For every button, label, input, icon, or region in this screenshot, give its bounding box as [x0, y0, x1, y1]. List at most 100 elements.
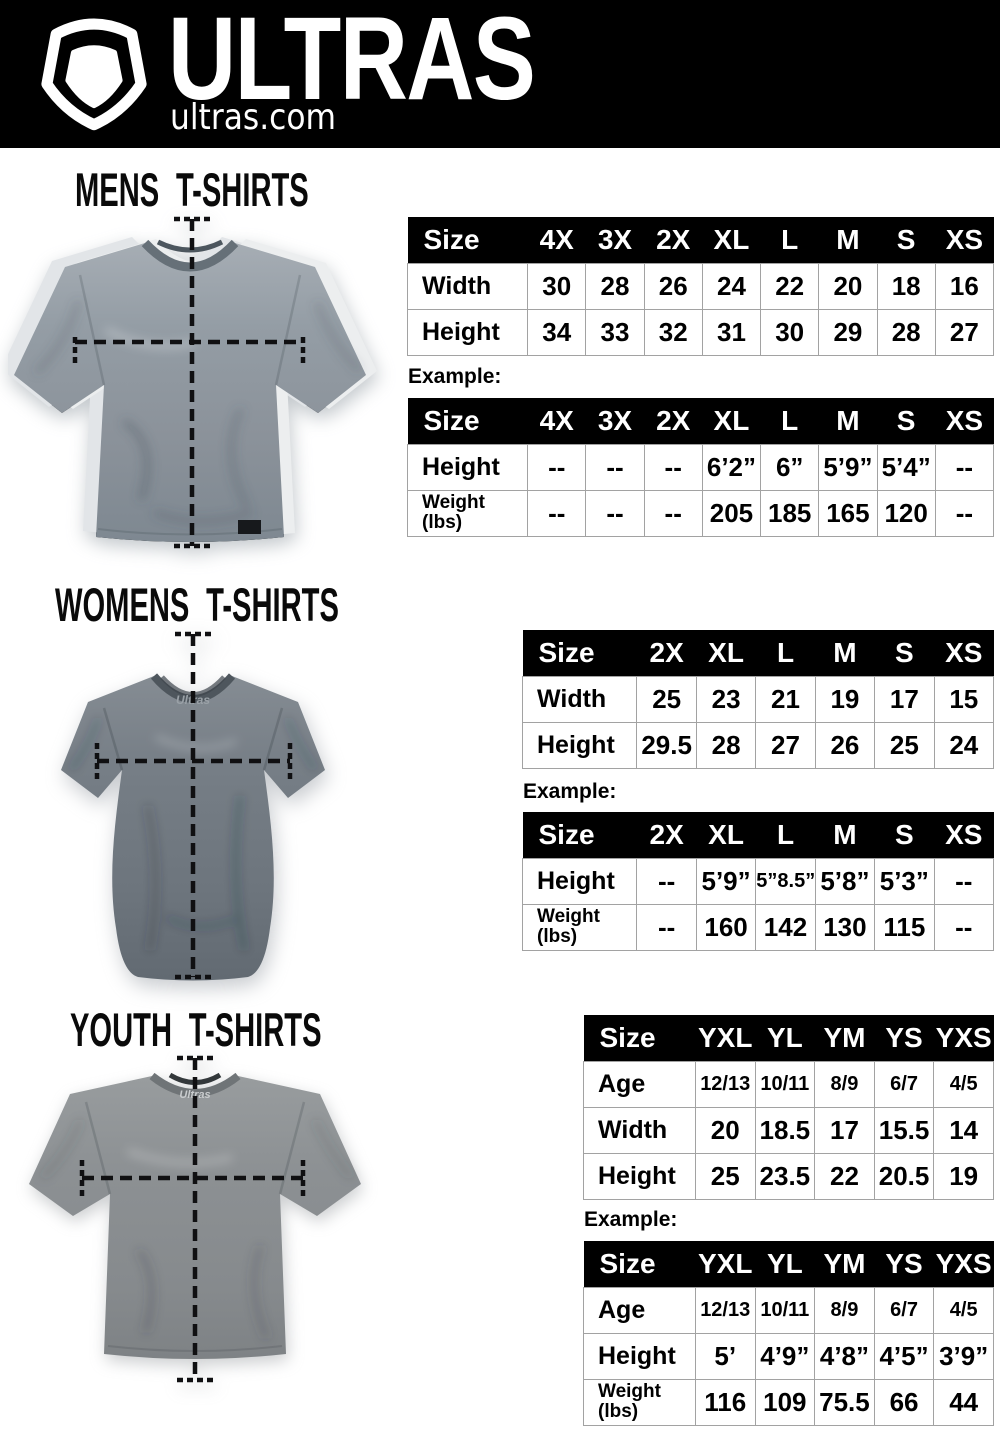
size-value-header: XL	[696, 812, 756, 858]
cell: 4’9”	[754, 1332, 816, 1380]
table-row: Height 25 23.5 22 20.5 19	[583, 1152, 994, 1200]
cell: --	[933, 857, 995, 905]
brand-domain: ultras.com	[170, 97, 337, 138]
youth-section-title: YOUTH T-SHIRTS	[70, 1003, 322, 1056]
sleeve-seam	[274, 274, 302, 386]
cell: 5’	[694, 1332, 756, 1380]
cell: 5”8.5”	[755, 857, 816, 905]
size-value-header: S	[877, 217, 936, 263]
youth-example-table-wrap: Size YXL YL YM YS YXS Age 12/13 10/11 8/9 6/7 4/5 He…	[583, 1241, 994, 1426]
cell: 28	[876, 308, 936, 356]
cell: 4/5	[933, 1286, 994, 1334]
cell: --	[636, 903, 697, 951]
table-row: Weight (lbs) -- -- -- 205 185 165 120 --	[406, 489, 995, 537]
fabric-wrinkles	[69, 717, 317, 951]
cell: 5’8”	[814, 857, 876, 905]
womens-example-table: Size 2X XL L M S XS Height -- 5’9” 5”8.5” 5’8” 5’3” -…	[521, 812, 995, 951]
size-column-header: Size	[583, 1015, 696, 1061]
size-column-header: Size	[407, 217, 528, 263]
womens-section-title: WOMENS T-SHIRTS	[55, 578, 339, 631]
cell: 28	[695, 721, 757, 769]
cell: 6’2”	[701, 443, 762, 491]
size-value-header: L	[760, 217, 819, 263]
cell: 142	[755, 903, 816, 951]
row-label: Weight (lbs)	[406, 489, 529, 537]
cell: --	[643, 489, 703, 537]
mens-size-table-wrap: Size 4X 3X 2X XL L M S XS Width 30 28 26 24 22 20 18 16 He…	[406, 217, 995, 356]
womens-size-table: Size 2X XL L M S XS Width 25 23 21 19 17 15 Height 29.5…	[521, 630, 995, 769]
size-value-header: L	[755, 812, 816, 858]
table-row: Weight (lbs) 116 109 75.5 66 44	[583, 1378, 994, 1426]
cell: 8/9	[814, 1060, 875, 1108]
size-value-header: XL	[696, 630, 756, 676]
youth-size-table: Size YXL YL YM YS YXS Age 12/13 10/11 8/9 6/7 4/5 Wi…	[583, 1015, 994, 1200]
womens-example-table-wrap: Size 2X XL L M S XS Height -- 5’9” 5”8.5” 5’8” 5’3” -…	[521, 812, 995, 951]
hem-label	[238, 520, 261, 534]
cell: 22	[760, 262, 820, 310]
size-value-header: YXS	[933, 1015, 994, 1061]
mens-example-table: Size 4X 3X 2X XL L M S XS Height -- -- -- 6’2” 6” 5’9” 5…	[406, 398, 995, 537]
size-value-header: XS	[935, 217, 994, 263]
womens-example-label: Example:	[523, 780, 617, 803]
cell: 6/7	[873, 1060, 935, 1108]
row-label: Age	[583, 1060, 696, 1108]
mens-size-table: Size 4X 3X 2X XL L M S XS Width 30 28 26 24 22 20 18 16 He…	[406, 217, 995, 356]
size-value-header: XS	[934, 812, 994, 858]
row-label: Height	[583, 1152, 696, 1200]
cell: 4’8”	[814, 1332, 875, 1380]
cell: 160	[695, 903, 757, 951]
cell: 25	[874, 721, 935, 769]
row-label: Weight (lbs)	[521, 903, 638, 951]
size-value-header: S	[874, 812, 935, 858]
collar-brand-print: Ultras	[179, 1089, 210, 1101]
size-value-header: S	[874, 630, 935, 676]
size-column-header: Size	[407, 398, 528, 444]
cell: 18.5	[754, 1106, 816, 1154]
size-value-header: S	[877, 398, 936, 444]
sleeve-seam	[78, 274, 106, 386]
collar	[149, 1072, 241, 1097]
cell: 6”	[760, 443, 820, 491]
table-row: Width 30 28 26 24 22 20 18 16	[406, 262, 995, 310]
mens-tshirt-image	[8, 216, 377, 549]
cell: --	[934, 489, 995, 537]
brand-name: ULTRAS	[168, 0, 536, 125]
cell: 6/7	[873, 1286, 935, 1334]
sleeve-seam	[262, 707, 284, 771]
cell: 27	[755, 721, 816, 769]
cell: 14	[933, 1106, 994, 1154]
cell: 22	[814, 1152, 875, 1200]
cell: --	[636, 857, 697, 905]
size-value-header: YXS	[933, 1241, 994, 1287]
cell: 17	[874, 675, 935, 723]
table-row: Height 5’ 4’9” 4’8” 4’5” 3’9”	[583, 1332, 994, 1380]
cell: 24	[933, 721, 995, 769]
row-label: Height	[521, 857, 638, 905]
cell: 10/11	[754, 1286, 816, 1334]
cell: 20.5	[873, 1152, 935, 1200]
fabric-wrinkles	[35, 300, 361, 524]
table-row: Age 12/13 10/11 8/9 6/7 4/5	[583, 1060, 994, 1108]
size-value-header: YM	[814, 1241, 875, 1287]
cell: 205	[701, 489, 762, 537]
youth-example-label: Example:	[584, 1208, 678, 1231]
measurement-lines	[72, 216, 306, 549]
cell: 44	[933, 1378, 994, 1426]
mens-example-table-wrap: Size 4X 3X 2X XL L M S XS Height -- -- -- 6’2” 6” 5’9” 5…	[406, 398, 995, 537]
cell: 12/13	[694, 1060, 756, 1108]
cell: 28	[585, 262, 645, 310]
size-value-header: 2X	[636, 630, 697, 676]
cell: --	[585, 489, 645, 537]
cell: 17	[814, 1106, 875, 1154]
size-value-header: XS	[935, 398, 994, 444]
size-value-header: 3X	[585, 398, 645, 444]
measurement-lines	[94, 631, 293, 980]
measurement-lines	[79, 1055, 306, 1383]
size-column-header: Size	[522, 630, 637, 676]
cell: 8/9	[814, 1286, 875, 1334]
row-label: Height	[406, 443, 529, 491]
cell: 32	[643, 308, 703, 356]
fabric-wrinkles	[41, 1119, 353, 1339]
size-value-header: YL	[755, 1015, 815, 1061]
